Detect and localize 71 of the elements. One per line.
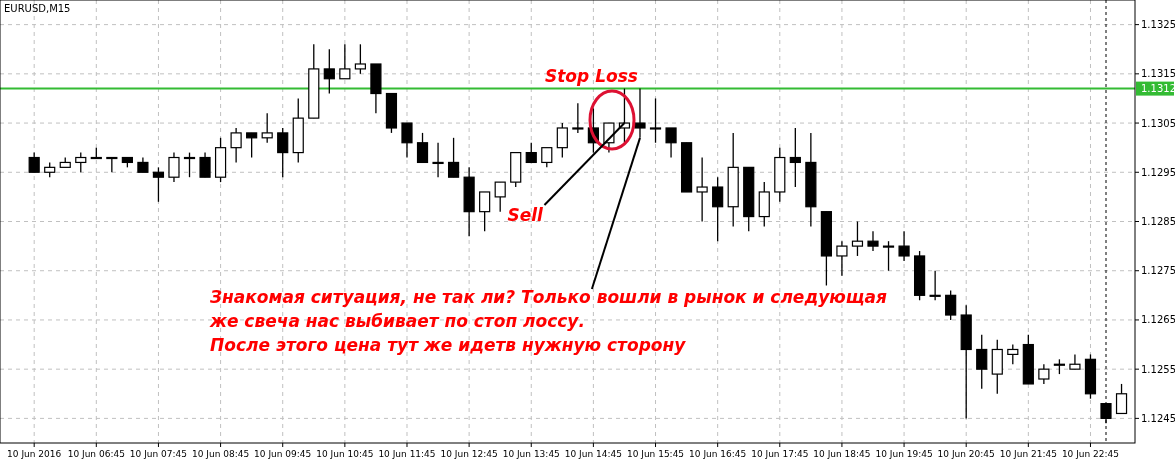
candlestick	[323, 48, 335, 95]
y-tick-label: 1.1255	[1141, 363, 1175, 375]
candlestick	[401, 122, 413, 159]
candlestick	[649, 97, 662, 144]
candlestick	[246, 132, 258, 159]
candlestick	[851, 220, 864, 257]
candlestick	[494, 181, 506, 213]
candlestick	[354, 43, 366, 75]
candlestick	[183, 151, 196, 178]
candlestick	[339, 43, 351, 80]
candlestick	[789, 127, 801, 188]
y-tick-label: 1.1275	[1141, 265, 1175, 277]
y-tick-label: 1.1305	[1141, 117, 1175, 129]
candlestick	[929, 270, 941, 301]
candlestick	[1007, 343, 1019, 365]
x-tick-label: 10 Jun 08:45	[191, 449, 250, 459]
x-tick-label: 10 Jun 16:45	[689, 449, 747, 459]
x-tick-label: 10 Jun 2016	[7, 449, 62, 459]
annotation: Stop Loss	[545, 66, 638, 86]
candlestick	[230, 127, 242, 164]
candlestick	[836, 240, 848, 277]
x-tick-label: 10 Jun 09:45	[254, 449, 312, 459]
x-tick-label: 10 Jun 20:45	[937, 449, 995, 459]
y-tick-label: 1.1325	[1141, 19, 1175, 31]
candlestick	[28, 151, 40, 173]
y-tick-label: 1.1315	[1141, 68, 1175, 80]
candlestick	[572, 102, 584, 134]
candlestick	[1115, 383, 1128, 415]
candlestick	[416, 132, 429, 164]
candlestick	[696, 156, 708, 223]
candlestick	[556, 122, 568, 159]
candlestick	[525, 142, 537, 164]
candlestick	[867, 230, 879, 252]
candlestick	[712, 176, 724, 242]
candlestick	[665, 127, 677, 159]
candlestick	[199, 151, 211, 178]
y-tick-label: 1.1285	[1141, 216, 1175, 227]
candlestick	[168, 151, 180, 183]
candlestick	[976, 334, 988, 390]
x-tick-label: 10 Jun 13:45	[502, 449, 560, 459]
x-tick-label: 10 Jun 07:45	[129, 449, 188, 459]
x-tick-label: 10 Jun 10:45	[316, 449, 374, 459]
x-tick-label: 10 Jun 11:45	[378, 449, 436, 459]
candlestick	[898, 230, 910, 262]
candlestick	[1038, 363, 1050, 385]
annotation: Sell	[507, 205, 545, 226]
annotation: Знакомая ситуация, не так ли? Только вошли в рынок и следующая же свеча нас выбивает по стоп лоссу. После этого цена тут же идетв нужную сторону	[209, 287, 887, 355]
candlestick	[432, 142, 444, 178]
x-tick-label: 10 Jun 22:45	[1061, 449, 1120, 459]
candlestick	[277, 127, 289, 178]
x-tick-label: 10 Jun 19:45	[875, 449, 933, 459]
x-tick-label: 10 Jun 12:45	[440, 449, 498, 459]
candlestick	[541, 147, 553, 169]
x-tick-label: 10 Jun 21:45	[999, 449, 1057, 459]
x-tick-label: 10 Jun 17:45	[751, 449, 809, 459]
x-tick-label: 10 Jun 06:45	[67, 449, 125, 459]
candlestick	[1069, 353, 1081, 370]
x-tick-label: 10 Jun 15:45	[626, 449, 685, 459]
chart-title: EURUSD,M15	[4, 3, 71, 14]
y-tick-label: 1.1265	[1141, 314, 1175, 326]
candlestick	[261, 112, 273, 144]
candlestick	[945, 289, 957, 321]
candlestick	[447, 137, 460, 178]
candlestick	[479, 191, 491, 232]
y-tick-label: 1.1245	[1141, 412, 1175, 424]
candlestick	[882, 240, 895, 272]
x-tick-label: 10 Jun 18:45	[813, 449, 871, 459]
x-tick-label: 10 Jun 14:45	[564, 449, 622, 459]
y-tick-label: 1.1295	[1141, 166, 1175, 178]
candlestick	[75, 151, 87, 173]
candlestick	[152, 166, 165, 203]
